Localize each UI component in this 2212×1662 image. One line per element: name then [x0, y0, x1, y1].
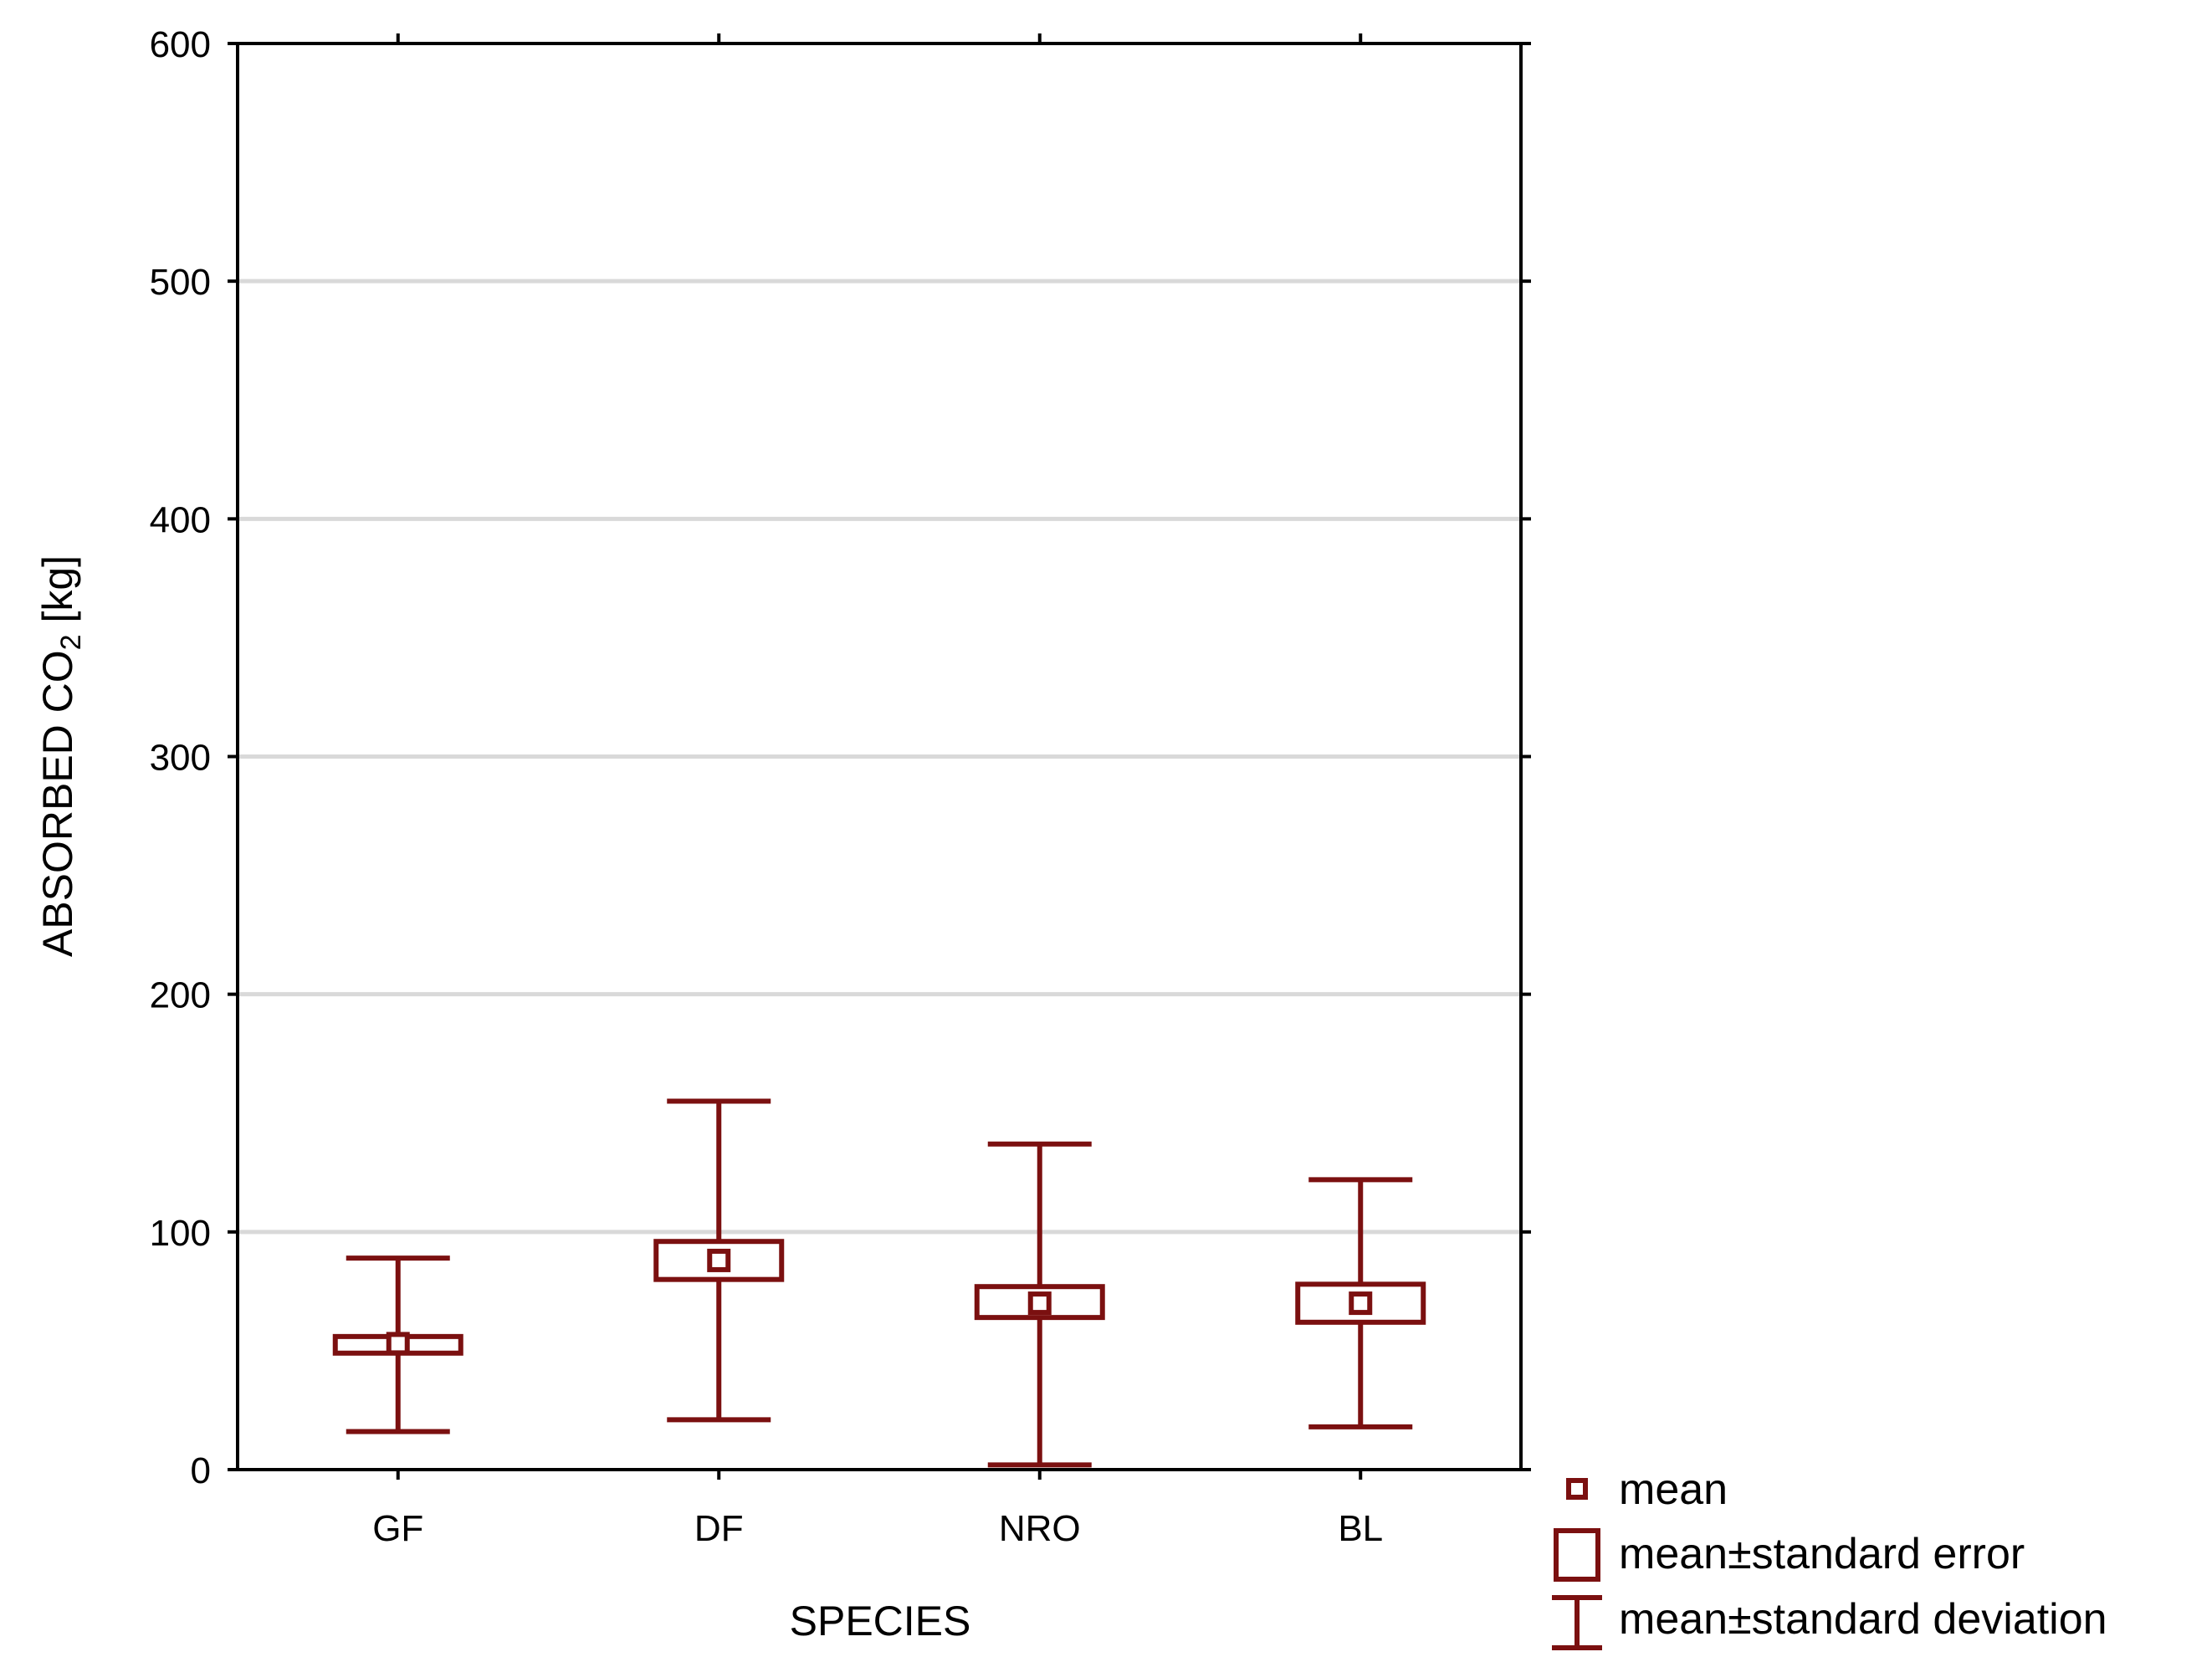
legend-mean-icon — [1566, 1478, 1588, 1500]
series-gf — [332, 1255, 463, 1434]
x-tick-label: GF — [372, 1508, 423, 1549]
y-tick-label: 200 — [150, 975, 211, 1016]
mean-marker — [1027, 1291, 1052, 1316]
y-axis-title-main: ABSORBED CO — [34, 650, 81, 957]
x-tick-label: NRO — [999, 1508, 1081, 1549]
legend-sd-label: mean±standard deviation — [1619, 1595, 2107, 1644]
y-tick-labels: 0 100 200 300 400 500 600 — [150, 24, 211, 1491]
x-tick-label: DF — [694, 1508, 744, 1549]
y-tick-label: 300 — [150, 738, 211, 779]
legend-sd-icon — [1552, 1595, 1602, 1650]
y-axis-title-subscript: 2 — [55, 634, 87, 650]
axis-ticks — [228, 33, 1531, 1480]
series-bl — [1295, 1177, 1426, 1429]
y-tick-label: 400 — [150, 499, 211, 540]
grid-lines — [238, 279, 1521, 1235]
mean-marker — [707, 1248, 731, 1272]
y-tick-label: 500 — [150, 262, 211, 303]
y-axis-title: ABSORBED CO2 [kg] — [34, 555, 87, 957]
y-tick-label: 600 — [150, 24, 211, 65]
y-tick-label: 100 — [150, 1213, 211, 1254]
legend-mean-label: mean — [1619, 1465, 1728, 1514]
x-tick-labels: GF DF NRO BL — [372, 1508, 1383, 1549]
legend: mean mean±standard error mean±standard d… — [1552, 1465, 2107, 1650]
y-tick-label: 0 — [191, 1450, 211, 1491]
series-df — [653, 1098, 785, 1423]
data-marks — [332, 1098, 1426, 1468]
y-axis-title-unit: [kg] — [34, 555, 81, 634]
mean-marker — [386, 1332, 410, 1356]
x-axis-title: SPECIES — [790, 1598, 971, 1644]
se-box — [974, 1284, 1105, 1321]
x-tick-label: BL — [1338, 1508, 1383, 1549]
series-nro — [974, 1141, 1105, 1468]
legend-se-label: mean±standard error — [1619, 1530, 2025, 1578]
se-box — [1295, 1281, 1426, 1325]
legend-se-icon — [1554, 1528, 1600, 1582]
se-box — [653, 1239, 785, 1282]
mean-marker — [1349, 1291, 1373, 1316]
